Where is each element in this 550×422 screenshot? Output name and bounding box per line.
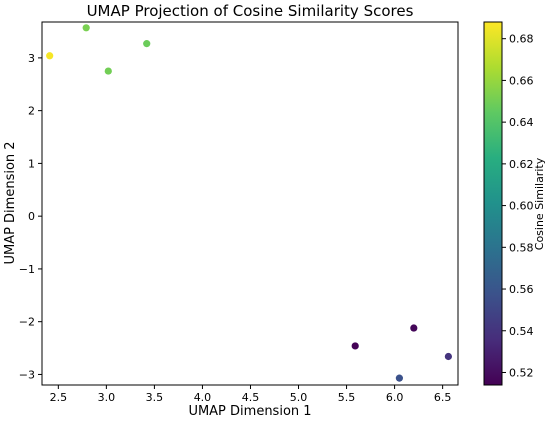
y-tick-label: 0 — [28, 210, 35, 223]
colorbar-tick-label: 0.60 — [509, 200, 534, 213]
colorbar-tick-label: 0.68 — [509, 33, 534, 46]
y-tick-label: −2 — [19, 316, 35, 329]
data-point — [351, 342, 359, 350]
x-tick-label: 2.5 — [50, 391, 68, 404]
colorbar-tick-label: 0.54 — [509, 325, 534, 338]
colorbar — [483, 21, 503, 386]
data-point — [46, 52, 54, 60]
colorbar-tick-label: 0.52 — [509, 366, 534, 379]
colorbar-title: Cosine Similarity — [533, 157, 546, 250]
x-tick-label: 5.5 — [338, 391, 356, 404]
x-axis-title: UMAP Dimension 1 — [188, 404, 311, 419]
x-tick-label: 5.0 — [290, 391, 308, 404]
y-axis-title: UMAP Dimension 2 — [3, 141, 18, 264]
x-tick-label: 4.5 — [242, 391, 260, 404]
colorbar-tick-label: 0.56 — [509, 283, 534, 296]
x-tick-label: 4.0 — [194, 391, 212, 404]
colorbar-tick-label: 0.62 — [509, 158, 534, 171]
colorbar-tick-label: 0.66 — [509, 74, 534, 87]
x-tick-label: 3.5 — [146, 391, 164, 404]
data-point — [104, 67, 112, 75]
y-tick-label: −3 — [19, 368, 35, 381]
y-tick-label: 1 — [28, 157, 35, 170]
data-point — [395, 374, 403, 382]
chart-title: UMAP Projection of Cosine Similarity Sco… — [87, 2, 414, 20]
y-tick-label: 3 — [28, 52, 35, 65]
data-point — [444, 352, 452, 361]
x-tick-label: 3.0 — [98, 391, 116, 404]
plot-frame — [41, 21, 459, 386]
data-point — [410, 324, 418, 332]
y-tick-label: 2 — [28, 105, 35, 118]
y-tick-label: −1 — [19, 263, 35, 276]
colorbar-tick-label: 0.64 — [509, 116, 534, 129]
data-point — [82, 24, 90, 32]
colorbar-tick-label: 0.58 — [509, 241, 534, 254]
data-point — [143, 40, 151, 48]
x-tick-label: 6.5 — [434, 391, 452, 404]
x-tick-label: 6.0 — [386, 391, 404, 404]
